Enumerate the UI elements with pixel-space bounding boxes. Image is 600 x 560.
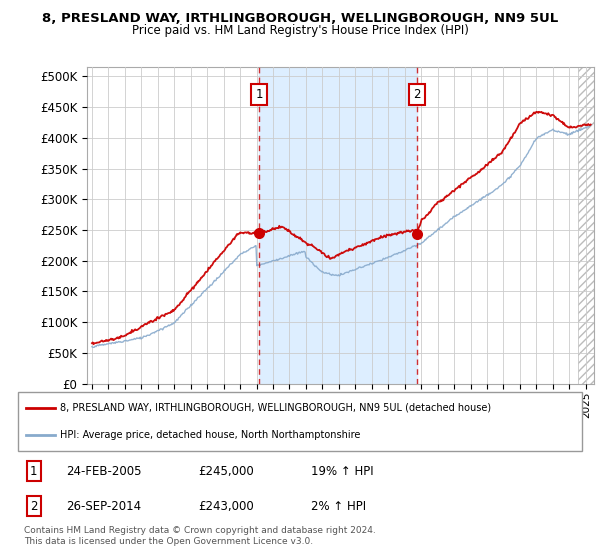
Text: 2: 2: [30, 500, 38, 512]
FancyBboxPatch shape: [18, 392, 582, 451]
Text: 1: 1: [30, 465, 38, 478]
Text: 8, PRESLAND WAY, IRTHLINGBOROUGH, WELLINGBOROUGH, NN9 5UL: 8, PRESLAND WAY, IRTHLINGBOROUGH, WELLIN…: [42, 12, 558, 25]
Text: HPI: Average price, detached house, North Northamptonshire: HPI: Average price, detached house, Nort…: [60, 430, 361, 440]
Text: 24-FEB-2005: 24-FEB-2005: [66, 465, 142, 478]
Text: 2: 2: [413, 88, 421, 101]
Text: 8, PRESLAND WAY, IRTHLINGBOROUGH, WELLINGBOROUGH, NN9 5UL (detached house): 8, PRESLAND WAY, IRTHLINGBOROUGH, WELLIN…: [60, 403, 491, 413]
Bar: [259, 67, 417, 384]
Text: 26-SEP-2014: 26-SEP-2014: [66, 500, 141, 512]
Text: 2% ↑ HPI: 2% ↑ HPI: [311, 500, 367, 512]
Text: Contains HM Land Registry data © Crown copyright and database right 2024.
This d: Contains HM Land Registry data © Crown c…: [24, 526, 376, 546]
Text: 1: 1: [255, 88, 263, 101]
Text: Price paid vs. HM Land Registry's House Price Index (HPI): Price paid vs. HM Land Registry's House …: [131, 24, 469, 37]
Text: £245,000: £245,000: [199, 465, 254, 478]
Text: £243,000: £243,000: [199, 500, 254, 512]
Text: 19% ↑ HPI: 19% ↑ HPI: [311, 465, 374, 478]
